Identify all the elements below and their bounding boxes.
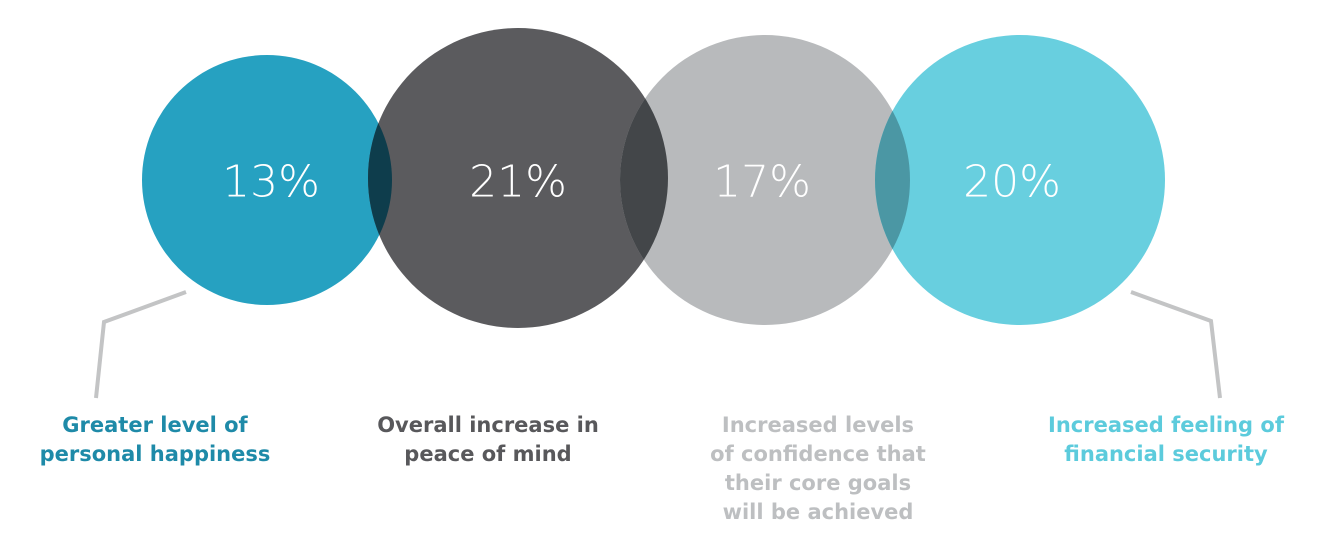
value-financial-security: 20% [963, 157, 1061, 208]
value-peace-of-mind: 21% [469, 157, 567, 208]
caption-peace-of-mind: Overall increase in peace of mind [377, 413, 599, 466]
circle-financial-security [875, 35, 1165, 325]
caption-confidence-core-goals: Increased levels of confidence that thei… [710, 413, 926, 524]
caption-personal-happiness: Greater level of personal happiness [39, 413, 271, 466]
caption-financial-security: Increased feeling of financial security [1048, 413, 1284, 466]
circle-personal-happiness [142, 55, 392, 305]
circle-confidence-core-goals [620, 35, 910, 325]
leader-line-happiness [94, 290, 187, 399]
circle-peace-of-mind [368, 28, 668, 328]
value-personal-happiness: 13% [222, 157, 320, 208]
leader-line-financial-security [1130, 290, 1222, 399]
value-confidence-core-goals: 17% [713, 157, 811, 208]
